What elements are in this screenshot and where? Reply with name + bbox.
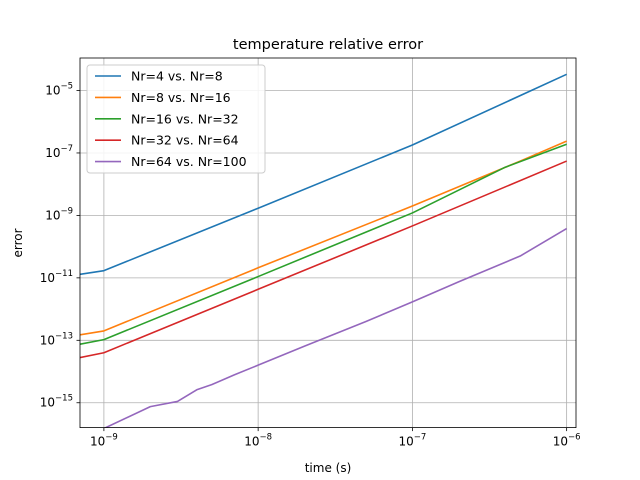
x-tick-label-base: 10 [90,435,105,449]
y-tick-label-base: 10 [45,208,60,222]
x-tick-label-base: 10 [398,435,413,449]
x-tick-label-exponent: −8 [260,433,273,443]
y-tick-label: 10−9 [45,206,73,222]
y-tick-label-base: 10 [40,396,55,410]
x-tick-label-base: 10 [244,435,259,449]
x-axis-label: time (s) [305,461,352,475]
x-tick-label: 10−6 [553,433,581,449]
x-tick-label: 10−7 [398,433,426,449]
y-tick-label: 10−5 [45,82,73,98]
y-tick-label: 10−7 [45,144,73,160]
series-line-2 [80,140,567,336]
y-tick-label-base: 10 [40,333,55,347]
x-tick-label-exponent: −6 [568,433,581,443]
series-line-3 [80,143,567,345]
y-tick-label-exponent: −9 [60,206,73,216]
y-tick-label: 10−13 [40,331,73,347]
x-tick-label-base: 10 [553,435,568,449]
y-axis-label: error [11,228,25,257]
x-tick-label-exponent: −7 [414,433,427,443]
chart-title: temperature relative error [233,37,423,53]
plot-frame [79,57,577,429]
legend-label-1: Nr=4 vs. Nr=8 [131,69,223,84]
y-tick-label: 10−15 [40,394,73,410]
y-tick-label-exponent: −15 [55,394,73,404]
x-tick-label: 10−9 [90,433,118,449]
series-line-1 [80,73,567,276]
legend: Nr=4 vs. Nr=8 Nr=8 vs. Nr=16 Nr=16 vs. Nr=… [86,64,266,174]
y-tick-label-base: 10 [45,84,60,98]
series-line-4 [80,160,567,359]
legend-box [86,64,266,174]
x-tick-label-exponent: −9 [105,433,118,443]
y-tick-label: 10−11 [40,269,73,285]
y-tick-label-exponent: −11 [55,269,73,279]
y-tick-label-exponent: −7 [60,144,73,154]
series-line-5 [103,227,568,428]
y-tick-label-base: 10 [45,146,60,160]
legend-label-4: Nr=32 vs. Nr=64 [131,133,239,148]
legend-label-2: Nr=8 vs. Nr=16 [131,90,231,105]
legend-label-3: Nr=16 vs. Nr=32 [131,111,239,126]
x-tick-label: 10−8 [244,433,272,449]
y-tick-label-base: 10 [40,271,55,285]
plot-lines [80,73,568,428]
x-axis-ticks: 10−9 10−8 10−7 10−6 [90,427,581,449]
legend-label-5: Nr=64 vs. Nr=100 [131,154,247,169]
y-tick-label-exponent: −13 [55,331,73,341]
y-tick-label-exponent: −5 [60,82,73,92]
